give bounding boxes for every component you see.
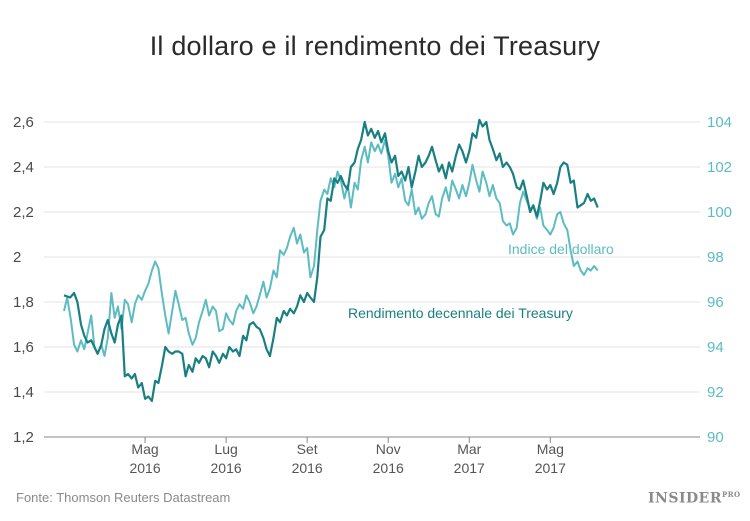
series-layer [63,118,599,403]
x-tick-year: 2017 [535,460,566,476]
source-note: Fonte: Thomson Reuters Datastream [16,490,231,505]
insider-pro-logo: INSIDERPRO [648,490,741,507]
x-tick-year: 2016 [129,460,160,476]
x-tick-year: 2016 [292,460,323,476]
y-left-tick-label: 1,8 [13,294,34,311]
y-right-tick-label: 96 [707,294,724,311]
y-right-tick-label: 98 [707,249,724,266]
x-tick-month: Mar [457,441,481,457]
y-left-tick-label: 2,4 [13,159,34,176]
y-left-tick-label: 2,6 [13,114,34,131]
series-treasury-line [63,118,599,403]
chart-title: Il dollaro e il rendimento dei Treasury [149,31,601,61]
series-dollar-line [63,139,599,357]
x-tick-year: 2017 [454,460,485,476]
x-tick-month: Lug [214,441,237,457]
y-left-tick-label: 1,6 [13,339,34,356]
y-right-tick-label: 90 [707,429,724,446]
axis-layer: 1,2 90 1,4 92 1,6 94 1,8 96 2 98 2,2 100 2,4 102 2,6 10… [13,114,732,476]
logo-main: INSIDER [648,490,722,507]
y-right-tick-label: 102 [707,159,732,176]
label-layer: Indice del dollaro Rendimento decennale d… [348,241,614,321]
y-right-tick-label: 94 [707,339,724,356]
y-right-tick-label: 100 [707,204,732,221]
x-tick-year: 2016 [211,460,242,476]
x-tick-year: 2016 [373,460,404,476]
y-left-tick-label: 2 [13,249,21,266]
y-left-tick-label: 1,4 [13,384,34,401]
x-tick-month: Set [297,441,318,457]
x-tick-month: Nov [376,441,401,457]
y-left-tick-label: 1,2 [13,429,34,446]
y-right-tick-label: 92 [707,384,724,401]
logo-suffix: PRO [721,490,741,499]
x-tick-month: Mag [537,441,564,457]
y-right-tick-label: 104 [707,114,732,131]
annotation-dollar: Indice del dollaro [508,241,614,257]
x-tick-month: Mag [131,441,158,457]
grid-layer [44,121,700,393]
y-left-tick-label: 2,2 [13,204,34,221]
annotation-treasury: Rendimento decennale dei Treasury [348,305,573,321]
